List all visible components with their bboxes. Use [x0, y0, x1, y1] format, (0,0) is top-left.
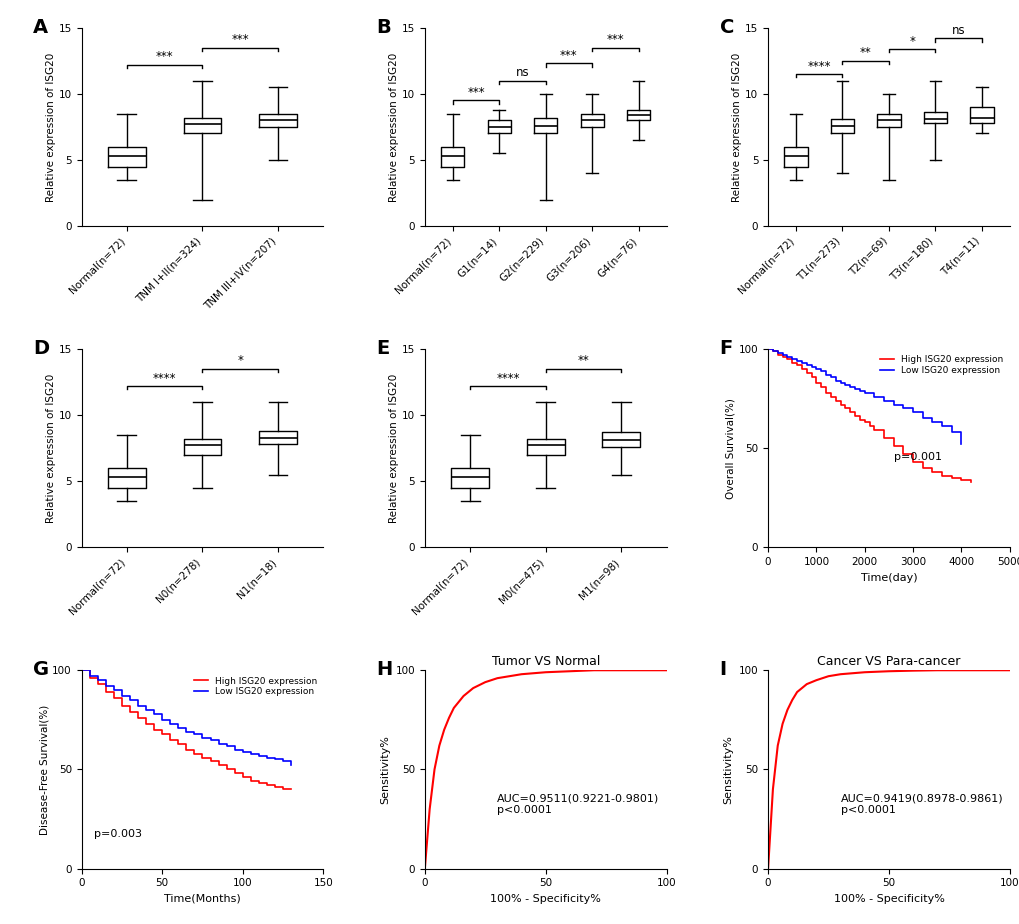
Text: ****: **** — [807, 60, 830, 73]
Text: I: I — [719, 661, 727, 679]
X-axis label: Time(day): Time(day) — [860, 573, 916, 582]
Text: A: A — [34, 18, 48, 37]
Text: F: F — [719, 339, 733, 359]
Text: AUC=0.9511(0.9221-0.9801)
p<0.0001: AUC=0.9511(0.9221-0.9801) p<0.0001 — [497, 793, 659, 815]
Y-axis label: Overall Survival(%): Overall Survival(%) — [726, 397, 736, 499]
Text: **: ** — [859, 46, 870, 59]
Text: ***: *** — [231, 33, 249, 46]
X-axis label: 100% - Specificity%: 100% - Specificity% — [833, 894, 944, 904]
X-axis label: Time(Months): Time(Months) — [164, 894, 240, 904]
Text: AUC=0.9419(0.8978-0.9861)
p<0.0001: AUC=0.9419(0.8978-0.9861) p<0.0001 — [840, 793, 1003, 815]
Text: ***: *** — [559, 49, 577, 62]
Text: ns: ns — [951, 24, 965, 37]
Y-axis label: Sensitivity%: Sensitivity% — [722, 735, 733, 804]
Title: Tumor VS Normal: Tumor VS Normal — [491, 655, 599, 668]
Text: *: * — [237, 355, 243, 368]
Text: C: C — [719, 18, 734, 37]
Text: H: H — [376, 661, 392, 679]
Text: ***: *** — [606, 33, 624, 46]
Text: B: B — [376, 18, 391, 37]
Text: *: * — [908, 34, 914, 47]
Text: **: ** — [577, 355, 589, 368]
Text: ***: *** — [156, 51, 173, 64]
Y-axis label: Relative expression of ISG20: Relative expression of ISG20 — [388, 373, 398, 523]
Text: p=0.003: p=0.003 — [94, 829, 142, 839]
Y-axis label: Disease-Free Survival(%): Disease-Free Survival(%) — [40, 704, 50, 834]
Text: G: G — [34, 661, 49, 679]
Y-axis label: Relative expression of ISG20: Relative expression of ISG20 — [46, 373, 56, 523]
Text: E: E — [376, 339, 389, 359]
Text: ns: ns — [516, 67, 529, 79]
Text: ****: **** — [153, 371, 176, 384]
Y-axis label: Sensitivity%: Sensitivity% — [379, 735, 389, 804]
Y-axis label: Relative expression of ISG20: Relative expression of ISG20 — [388, 53, 398, 201]
Legend: High ISG20 expression, Low ISG20 expression: High ISG20 expression, Low ISG20 express… — [192, 675, 319, 699]
Legend: High ISG20 expression, Low ISG20 expression: High ISG20 expression, Low ISG20 express… — [877, 354, 1005, 377]
Y-axis label: Relative expression of ISG20: Relative expression of ISG20 — [46, 53, 56, 201]
X-axis label: 100% - Specificity%: 100% - Specificity% — [490, 894, 600, 904]
Y-axis label: Relative expression of ISG20: Relative expression of ISG20 — [732, 53, 742, 201]
Text: p=0.001: p=0.001 — [893, 452, 941, 462]
Text: ****: **** — [495, 371, 519, 384]
Text: ***: *** — [467, 86, 484, 99]
Text: D: D — [34, 339, 49, 359]
Title: Cancer VS Para-cancer: Cancer VS Para-cancer — [816, 655, 960, 668]
